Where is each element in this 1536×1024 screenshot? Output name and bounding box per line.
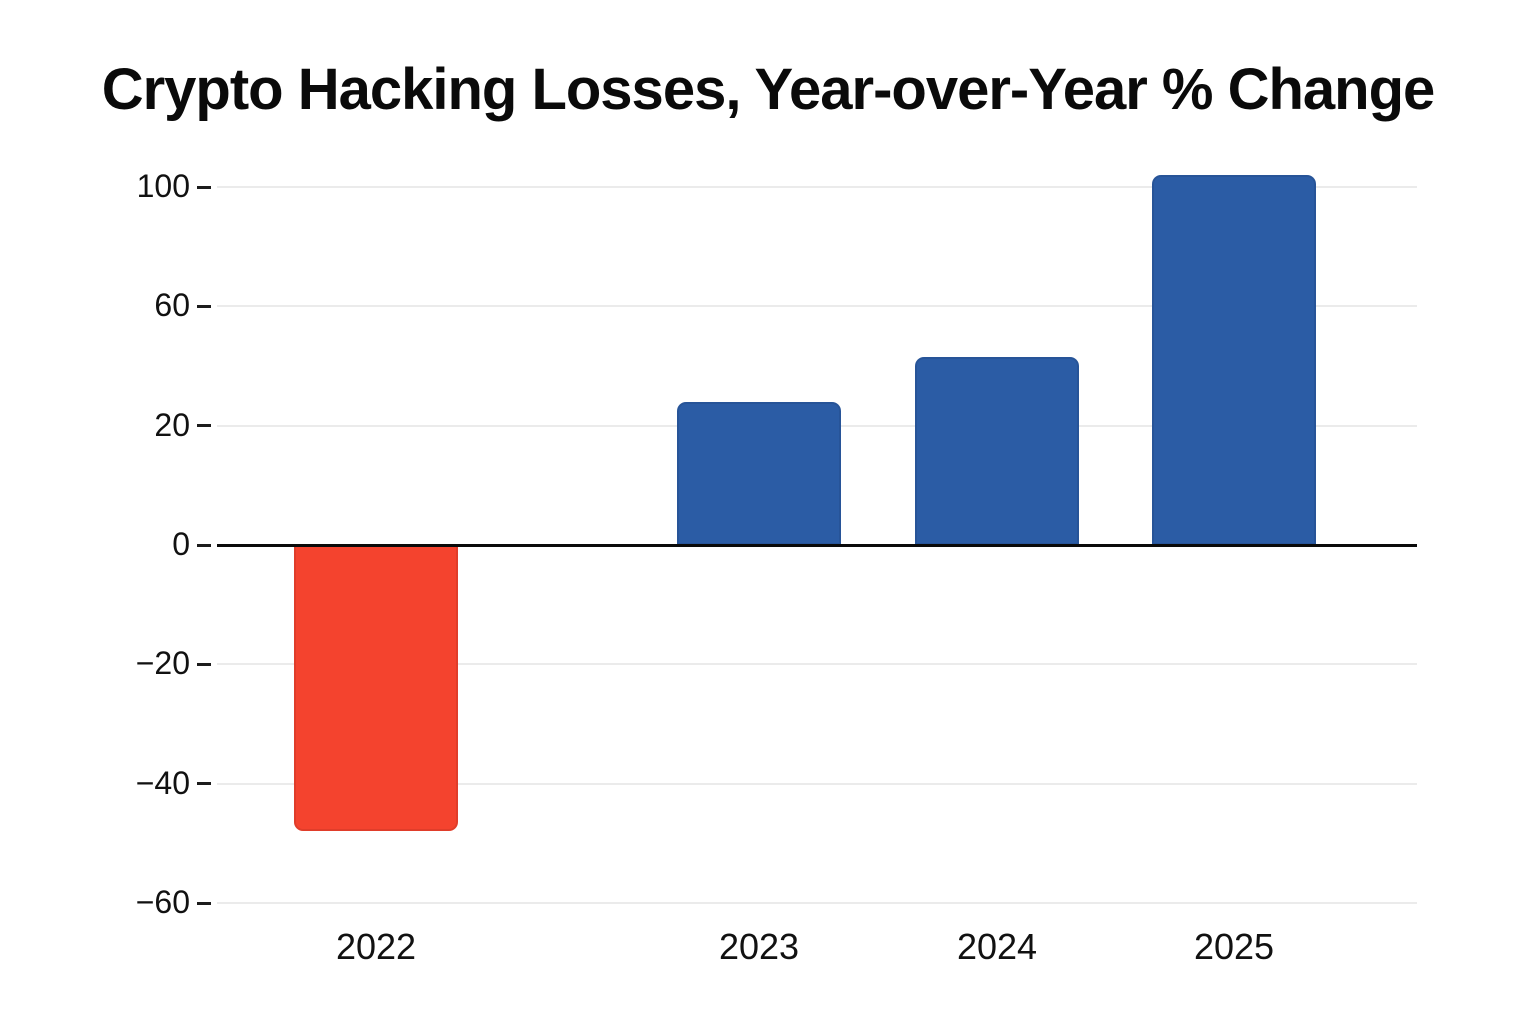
ytick-label: 0: [172, 525, 190, 562]
gridline-y100: [217, 186, 1417, 188]
zero-axis-line: [217, 543, 1417, 547]
ytick-label: −60: [135, 883, 190, 920]
ytick-mark: [197, 901, 211, 905]
x-label-2022: 2022: [335, 926, 417, 967]
bar-2024: [914, 357, 1079, 545]
bar-2022: [293, 545, 458, 832]
ytick-mark: [197, 782, 211, 786]
x-label-2025: 2025: [1193, 926, 1275, 967]
bar-2025: [1151, 175, 1316, 545]
gridline-y-40: [217, 782, 1417, 785]
gridline-y-20: [217, 663, 1417, 666]
ytick-mark: [197, 543, 211, 547]
ytick-label: −20: [135, 645, 190, 682]
chart-title: Crypto Hacking Losses, Year-over-Year % …: [101, 57, 1436, 122]
ytick-mark: [197, 424, 211, 428]
gridline-y60: [217, 305, 1417, 308]
gridline-y-60: [217, 902, 1417, 904]
ytick-label: 20: [154, 406, 190, 443]
x-label-2024: 2024: [956, 926, 1038, 967]
ytick-mark: [197, 185, 211, 189]
ytick-label: −40: [135, 764, 190, 801]
plot-area: 100 60 20 0 −20 −40 −60 2022 2023 2024 2025: [136, 168, 1417, 967]
x-label-2023: 2023: [718, 926, 800, 967]
bar-2023: [677, 401, 842, 545]
ytick-mark: [197, 304, 211, 308]
ytick-label: 100: [136, 167, 190, 204]
ytick-mark: [197, 662, 211, 666]
ytick-label: 60: [154, 287, 190, 324]
